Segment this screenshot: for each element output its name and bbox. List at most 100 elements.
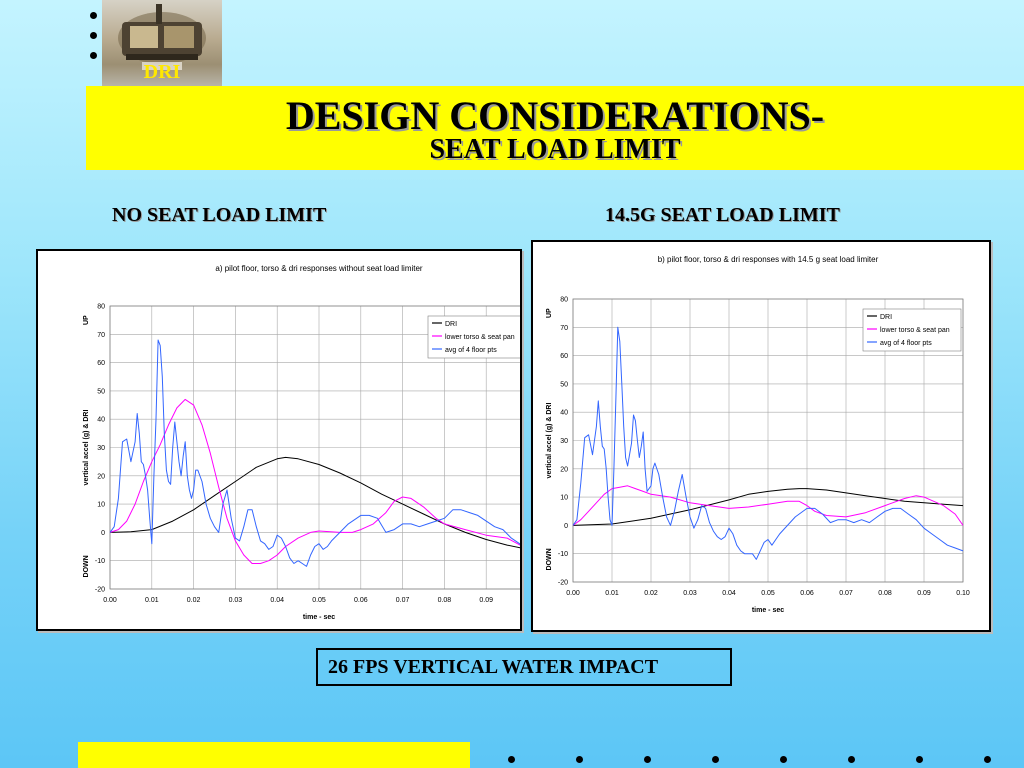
x-tick-label: 0.06 [800, 590, 814, 597]
legend-box [427, 315, 520, 359]
y-tick-label: 70 [560, 325, 568, 332]
bullet-dot [712, 756, 719, 763]
y-tick-label: 30 [97, 445, 105, 452]
y-axis-up-label: UP [546, 308, 553, 318]
legend-entry: lower torso & seat pan [880, 327, 950, 334]
bullet-dot [780, 756, 787, 763]
y-tick-label: 80 [97, 304, 105, 311]
x-tick-label: 0.00 [566, 590, 580, 597]
y-tick-label: -20 [558, 580, 568, 587]
y-tick-label: 40 [97, 417, 105, 424]
x-tick-label: 0.04 [270, 597, 284, 604]
bullet-dot [848, 756, 855, 763]
y-tick-label: 70 [97, 332, 105, 339]
chart-no-seat-load-limit: a) pilot floor, torso & dri responses wi… [83, 264, 520, 621]
y-tick-label: 50 [97, 388, 105, 395]
bottom-yellow-bar [78, 742, 470, 768]
top-bullets [88, 6, 102, 72]
x-tick-label: 0.08 [878, 590, 892, 597]
x-tick-label: 0.00 [103, 597, 117, 604]
x-tick-label: 0.09 [917, 590, 931, 597]
x-tick-label: 0.09 [479, 597, 493, 604]
bullet-dot [644, 756, 651, 763]
x-tick-label: 0.10 [956, 590, 970, 597]
legend-entry: avg of 4 floor pts [880, 340, 932, 347]
y-tick-label: 60 [97, 360, 105, 367]
legend-entry: avg of 4 floor pts [445, 347, 497, 354]
bottom-bullets [508, 756, 998, 766]
x-tick-label: 0.07 [396, 597, 410, 604]
bullet-dot [916, 756, 923, 763]
y-tick-label: 20 [97, 473, 105, 480]
x-axis-label: time - sec [303, 614, 335, 621]
x-tick-label: 0.04 [722, 590, 736, 597]
y-tick-label: 0 [101, 530, 105, 537]
y-tick-label: 20 [560, 466, 568, 473]
bullet-dot [90, 52, 97, 59]
helicopter-seat-image [118, 4, 206, 70]
bullet-dot [576, 756, 583, 763]
right-chart-heading: 14.5G SEAT LOAD LIMIT [605, 204, 840, 226]
y-tick-label: 50 [560, 381, 568, 388]
impact-note-text: 26 FPS VERTICAL WATER IMPACT [328, 655, 659, 678]
title-band: DESIGN CONSIDERATIONS- SEAT LOAD LIMIT [86, 86, 1024, 170]
logo-text: DRI [143, 61, 181, 83]
x-tick-label: 0.02 [644, 590, 658, 597]
grid [109, 305, 520, 590]
series-line-lower-torso-seat-pan [109, 398, 520, 564]
y-tick-label: 60 [560, 353, 568, 360]
x-tick-label: 0.06 [354, 597, 368, 604]
x-tick-label: 0.05 [761, 590, 775, 597]
impact-note: 26 FPS VERTICAL WATER IMPACT [316, 648, 732, 686]
left-chart-heading: NO SEAT LOAD LIMIT [112, 204, 327, 226]
legend-entry: DRI [880, 314, 892, 321]
chart-panel-no-limit: a) pilot floor, torso & dri responses wi… [36, 249, 522, 631]
bullet-dot [90, 12, 97, 19]
y-tick-label: -20 [95, 587, 105, 594]
chart-title: a) pilot floor, torso & dri responses wi… [215, 264, 423, 273]
slide-title: DESIGN CONSIDERATIONS- [285, 93, 825, 138]
legend-box [862, 308, 962, 352]
series-line-lower-torso-seat-pan [572, 485, 964, 526]
series-line-dri [109, 456, 520, 549]
x-tick-label: 0.01 [605, 590, 619, 597]
y-tick-label: -10 [558, 551, 568, 558]
x-tick-label: 0.07 [839, 590, 853, 597]
y-tick-label: 10 [560, 495, 568, 502]
y-tick-label: 80 [560, 297, 568, 304]
y-tick-label: 40 [560, 410, 568, 417]
plot-area [109, 305, 520, 590]
y-tick-label: 0 [564, 523, 568, 530]
x-tick-label: 0.02 [187, 597, 201, 604]
series-line-avg-floor-pts [109, 339, 520, 567]
chart-14-5g-seat-load-limit: b) pilot floor, torso & dri responses wi… [546, 255, 970, 614]
x-tick-label: 0.03 [229, 597, 243, 604]
chart-panel-with-limit: b) pilot floor, torso & dri responses wi… [531, 240, 991, 632]
bullet-dot [508, 756, 515, 763]
x-tick-label: 0.05 [312, 597, 326, 604]
x-tick-label: 0.03 [683, 590, 697, 597]
legend: DRI lower torso & seat pan avg of 4 floor … [862, 308, 962, 352]
x-axis-label: time - sec [752, 607, 784, 614]
bullet-dot [984, 756, 991, 763]
x-tick-label: 0.01 [145, 597, 159, 604]
dri-logo: DRI [102, 0, 222, 86]
y-tick-label: -10 [95, 558, 105, 565]
y-axis-label: vertical accel (g) & DRI [83, 410, 90, 486]
y-tick-label: 10 [97, 502, 105, 509]
chart-title: b) pilot floor, torso & dri responses wi… [658, 255, 879, 264]
legend-entry: lower torso & seat pan [445, 334, 515, 341]
y-tick-label: 30 [560, 438, 568, 445]
series-line-dri [572, 488, 964, 526]
series-line-avg-floor-pts [572, 326, 964, 560]
slide-subtitle: SEAT LOAD LIMIT [429, 134, 681, 165]
legend-entry: DRI [445, 321, 457, 328]
y-axis-label: vertical accel (g) & DRI [546, 403, 553, 479]
y-axis-down-label: DOWN [546, 548, 553, 570]
legend: DRI lower torso & seat pan avg of 4 floor … [427, 315, 520, 359]
bullet-dot [90, 32, 97, 39]
y-axis-down-label: DOWN [83, 555, 90, 577]
x-tick-label: 0.08 [438, 597, 452, 604]
plot-area [572, 298, 964, 583]
y-axis-up-label: UP [83, 315, 90, 325]
